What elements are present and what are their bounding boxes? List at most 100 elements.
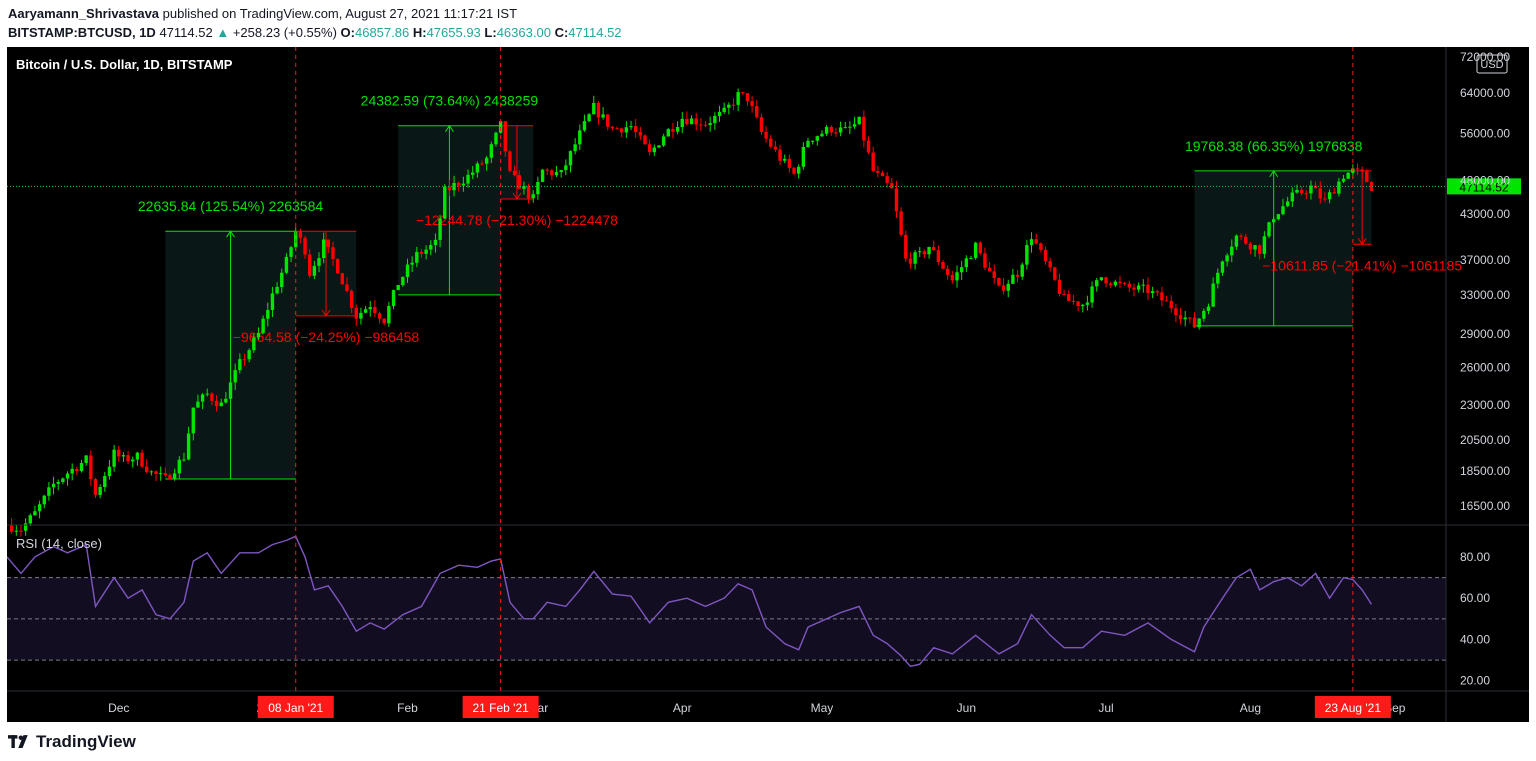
candle-body (1299, 189, 1304, 194)
candle-body (261, 318, 265, 333)
candle-body (857, 116, 861, 125)
chart-lines: 47114.52 (7, 47, 1529, 722)
price-tick-label: 26000.00 (1460, 360, 1510, 374)
candle-body (1001, 285, 1006, 291)
price-tick-label: 20500.00 (1460, 433, 1510, 447)
candle-body (1118, 281, 1122, 284)
candle-body (601, 114, 605, 118)
up-triangle-icon: ▲ (216, 25, 230, 40)
candle-body (717, 111, 722, 117)
candle-body (624, 127, 629, 133)
candle-body (1085, 302, 1090, 305)
candle-body (1369, 182, 1374, 191)
candle-body (331, 247, 335, 260)
candle-body (904, 234, 908, 259)
candle-body (359, 312, 363, 319)
candle-body (769, 138, 773, 147)
candle-body (145, 466, 149, 472)
candle-body (19, 530, 23, 532)
candle-body (1029, 239, 1034, 245)
date-highlight-tag[interactable] (462, 696, 539, 718)
candle-body (1053, 267, 1057, 280)
measure-label: 22635.84 (125.54%) 2263584 (138, 198, 323, 214)
author-name[interactable]: Aaryamann_Shrivastava (8, 6, 160, 21)
candle-body (880, 172, 885, 177)
candle-body (1020, 264, 1024, 277)
candle-body (540, 169, 545, 182)
candle-body (391, 290, 396, 307)
rsi-label: RSI (14, close) (16, 536, 102, 551)
candle-body (1309, 185, 1313, 194)
candle-body (438, 218, 442, 240)
candle-body (219, 402, 223, 407)
candle-body (959, 267, 964, 273)
candle-body (489, 144, 494, 158)
candles (9, 88, 1374, 537)
candle-body (158, 473, 163, 475)
candle-body (335, 259, 340, 274)
candle-body (787, 158, 792, 168)
price-tick-label: 29000.00 (1460, 327, 1510, 341)
tradingview-logo[interactable]: TradingView (8, 732, 136, 752)
candle-body (9, 525, 14, 532)
rsi-pane[interactable] (7, 535, 1446, 668)
candle-body (1253, 245, 1257, 250)
candle-body (70, 468, 74, 474)
candle-body (224, 398, 228, 403)
candle-body (978, 242, 983, 254)
candle-body (121, 455, 126, 457)
candle-body (494, 132, 498, 145)
candle-body (838, 127, 843, 133)
candle-body (1216, 272, 1220, 284)
price-tick-label: 16500.00 (1460, 499, 1510, 513)
candle-body (629, 126, 633, 128)
candle-body (1271, 219, 1276, 223)
last-price-tag[interactable] (1447, 178, 1521, 195)
candle-body (443, 186, 447, 219)
candle-body (93, 479, 98, 495)
candle-body (1062, 293, 1066, 295)
candle-body (168, 475, 172, 480)
candle-body (1099, 277, 1104, 281)
candle-body (368, 307, 372, 310)
candle-body (671, 129, 675, 132)
measure-tools[interactable]: 22635.84 (125.54%) 2263584 −9664.58 (−24.… (138, 93, 1462, 480)
measure-label: −10611.85 (−21.41%) −1061185 (1262, 257, 1462, 273)
candle-body (685, 118, 689, 125)
candle-body (918, 251, 922, 253)
candle-body (470, 172, 475, 175)
candle-body (424, 249, 428, 254)
candle-body (415, 251, 419, 263)
candle-body (666, 129, 670, 137)
candle-body (522, 186, 526, 189)
price-axis[interactable] (1446, 47, 1529, 722)
candle-body (573, 144, 577, 152)
open-value: 46857.86 (354, 25, 410, 40)
candle-body (536, 181, 540, 195)
candle-body (1202, 310, 1206, 319)
close-label: C: (554, 25, 569, 40)
candle-body (1220, 261, 1225, 273)
candle-body (755, 106, 759, 118)
currency-badge[interactable] (1476, 54, 1508, 74)
candle-body (727, 104, 731, 108)
date-highlight-tag[interactable] (1314, 696, 1391, 718)
candle-body (210, 393, 214, 401)
chart-title: Bitcoin / U.S. Dollar, 1D, BITSTAMP (16, 57, 233, 72)
candle-body (1318, 188, 1322, 199)
candle-body (1178, 315, 1183, 320)
candle-body (1183, 317, 1187, 320)
candle-body (526, 186, 531, 199)
candle-body (1290, 192, 1295, 202)
candle-body (191, 407, 195, 434)
date-highlight-tag[interactable] (257, 696, 334, 718)
close-value: 47114.52 (568, 25, 622, 40)
chart-text: Bitcoin / U.S. Dollar, 1D, BITSTAMP USD … (16, 50, 1510, 718)
candle-body (354, 307, 358, 319)
candle-body (1122, 283, 1127, 285)
candle-body (703, 124, 708, 126)
candle-body (946, 268, 950, 275)
chart-canvas[interactable]: 22635.84 (125.54%) 2263584 −9664.58 (−24.… (7, 47, 1529, 722)
candle-body (908, 258, 913, 264)
published-text: published on TradingView.com, August 27,… (162, 6, 518, 21)
